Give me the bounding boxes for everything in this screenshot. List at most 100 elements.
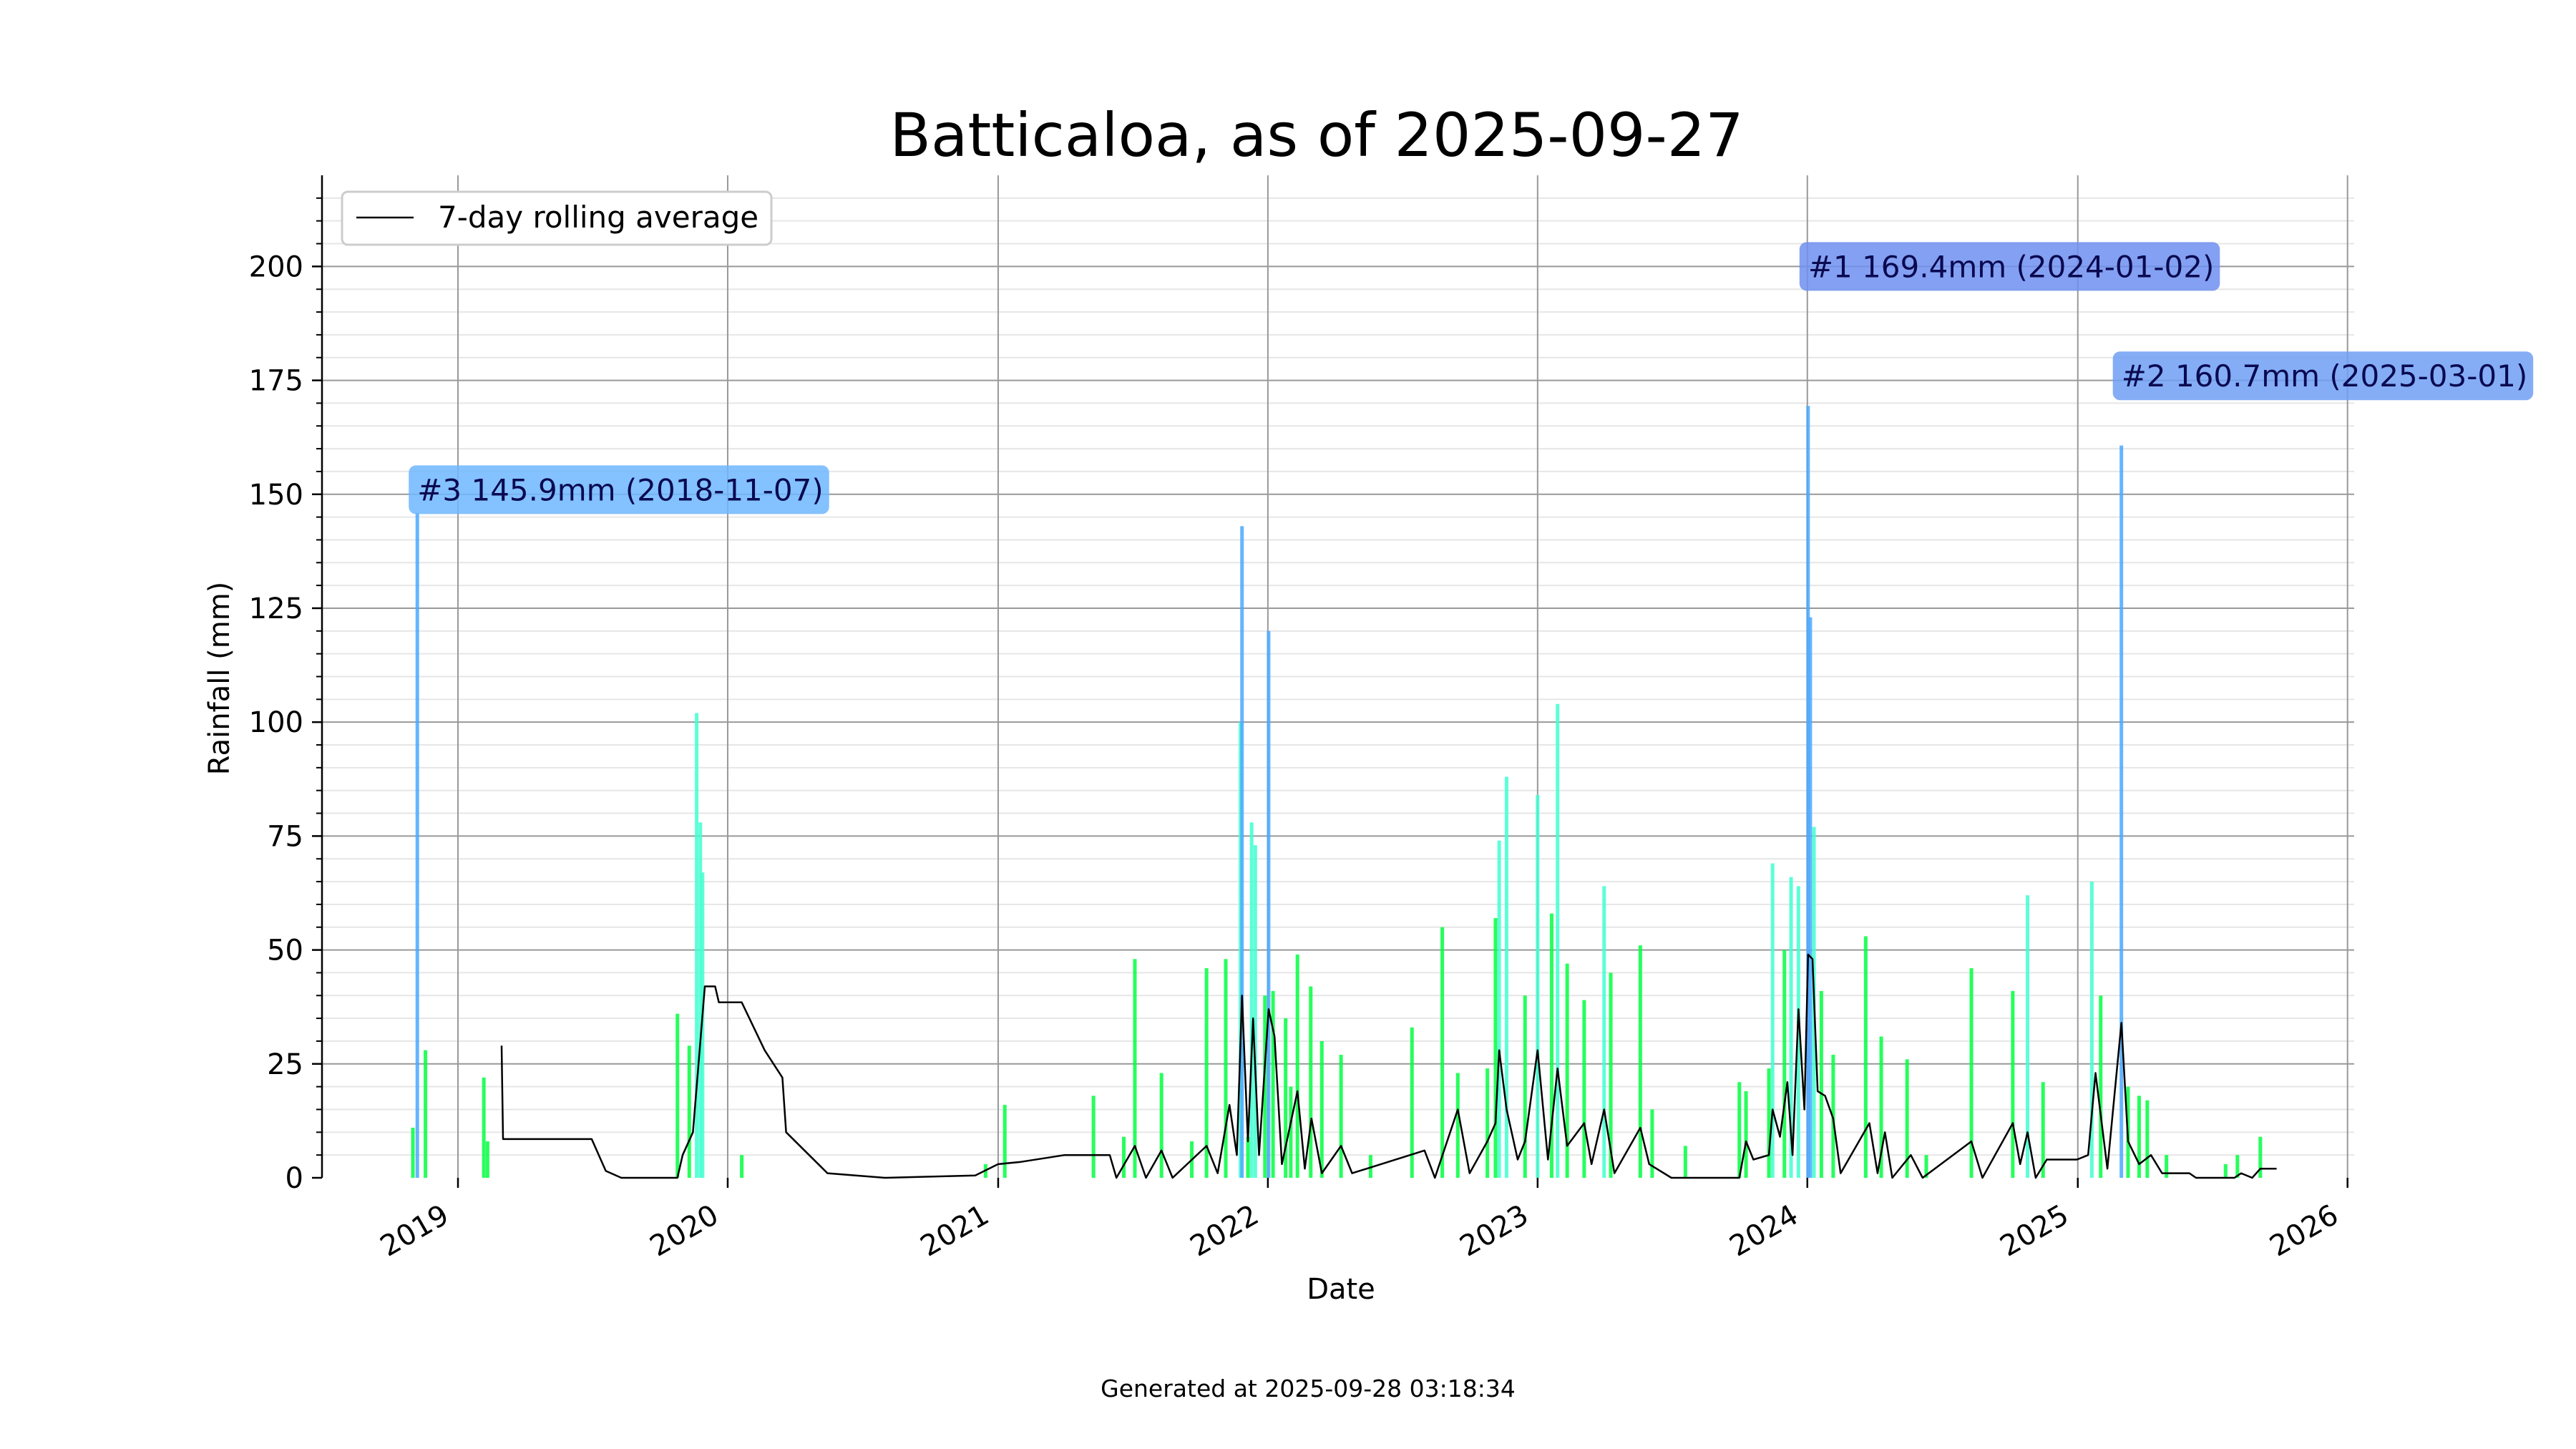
annotation-box: [409, 465, 829, 514]
rainfall-bar: [1002, 1105, 1007, 1178]
annotations: #1 169.4mm (2024-01-02) #2 160.7mm (2025-…: [409, 242, 2534, 514]
rainfall-bar: [1549, 913, 1553, 1178]
rainfall-bar: [1289, 1086, 1293, 1178]
rainfall-bar: [1309, 986, 1313, 1178]
rainfall-bar: [2145, 1100, 2150, 1178]
grid: [322, 175, 2354, 1178]
rainfall-bar: [2258, 1136, 2263, 1178]
rainfall-bar: [2089, 882, 2094, 1178]
rainfall-bar: [2235, 1155, 2240, 1178]
rainfall-bar: [1267, 630, 1271, 1178]
rainfall-bar: [1556, 703, 1560, 1178]
rainfall-bar: [740, 1155, 744, 1178]
rainfall-bar: [1767, 1068, 1771, 1178]
rainfall-bar: [1204, 968, 1209, 1178]
rainfall-bar: [1806, 406, 1810, 1178]
legend-entry: 7-day rolling average: [438, 200, 758, 235]
rainfall-bar: [1582, 1000, 1586, 1178]
rainfall-bar: [1808, 617, 1813, 1178]
rainfall-bar: [1905, 1059, 1909, 1178]
rainfall-bar: [2099, 995, 2103, 1178]
rainfall-bar: [1789, 877, 1793, 1178]
rainfall-bar: [2041, 1082, 2045, 1178]
rainfall-bar: [1565, 963, 1569, 1178]
rainfall-bar: [1246, 1136, 1250, 1178]
rainfall-bar: [485, 1141, 489, 1178]
rainfall-bar: [1284, 1018, 1288, 1178]
y-tick-label: 100: [249, 706, 303, 739]
rainfall-bar: [1683, 1146, 1687, 1178]
rainfall-bar: [1638, 945, 1642, 1178]
rainfall-bar: [1819, 990, 1823, 1178]
rainfall-bar: [1159, 1073, 1163, 1178]
rainfall-bar: [1493, 918, 1498, 1178]
rainfall-bar: [1253, 845, 1257, 1178]
rainfall-bar: [1339, 1055, 1343, 1178]
rainfall-bar: [1924, 1155, 1928, 1178]
rainfall-bar: [698, 822, 703, 1178]
rainfall-bar: [687, 1045, 691, 1178]
rainfall-bar: [1249, 822, 1254, 1178]
rainfall-bar: [1602, 886, 1606, 1178]
rainfall-bar: [2011, 990, 2015, 1178]
footer-timestamp: Generated at 2025-09-28 03:18:34: [1101, 1375, 1516, 1402]
y-tick-label: 50: [267, 935, 303, 967]
rainfall-bar: [695, 713, 699, 1178]
rainfall-bar: [1969, 968, 1974, 1178]
rainfall-bar: [1091, 1096, 1096, 1178]
rainfall-bar: [1455, 1073, 1460, 1178]
y-tick-label: 0: [286, 1162, 303, 1195]
rainfall-bar: [1263, 995, 1267, 1178]
rainfall-bar: [415, 512, 419, 1178]
rainfall-bar: [1440, 927, 1445, 1178]
rainfall-bar: [1504, 776, 1508, 1178]
rainfall-bar: [675, 1013, 680, 1178]
annotation-label: #2 160.7mm (2025-03-01): [2122, 358, 2528, 394]
daily-bars: [411, 406, 2263, 1178]
rainfall-bar: [2119, 445, 2124, 1178]
rainfall-bar: [1879, 1036, 1883, 1178]
rainfall-bar: [1863, 936, 1868, 1178]
chart-title: Batticaloa, as of 2025-09-27: [889, 100, 1743, 170]
legend: 7-day rolling average: [341, 190, 773, 246]
annotation-box: [1799, 242, 2220, 291]
y-axis-label: Rainfall (mm): [203, 582, 236, 776]
x-axis-label: Date: [1307, 1273, 1375, 1306]
rainfall-bar: [1368, 1155, 1372, 1178]
annotation-label: #3 145.9mm (2018-11-07): [417, 472, 824, 507]
rainfall-bar: [2165, 1155, 2169, 1178]
rolling-average-line: [500, 953, 2277, 1179]
rainfall-bar: [1319, 1040, 1324, 1178]
rolling-average-path: [500, 953, 2277, 1179]
rainfall-bar: [1410, 1027, 1414, 1178]
y-tick-label: 175: [249, 365, 303, 398]
rainfall-bar: [1133, 959, 1137, 1178]
annotation-box: [2112, 351, 2534, 401]
rainfall-bar: [1122, 1136, 1126, 1178]
annotation-label: #1 169.4mm (2024-01-02): [1808, 249, 2215, 284]
y-tick-label: 200: [249, 250, 303, 283]
legend-box: [341, 190, 773, 246]
y-tick-label: 150: [249, 479, 303, 512]
rainfall-bar: [2137, 1096, 2141, 1178]
rainfall-bar: [1485, 1068, 1490, 1178]
rainfall-bar: [424, 1050, 428, 1178]
rainfall-bar: [1240, 526, 1244, 1178]
rainfall-bar: [1782, 950, 1787, 1178]
rainfall-bar: [1737, 1082, 1742, 1178]
rainfall-bar: [1650, 1109, 1654, 1178]
rainfall-bar: [1523, 995, 1527, 1178]
y-tick-label: 25: [267, 1048, 303, 1081]
y-tick-label: 125: [249, 592, 303, 625]
rainfall-bar: [482, 1077, 486, 1178]
rainfall-bar: [1770, 863, 1775, 1178]
rainfall-bar: [2223, 1163, 2228, 1178]
rainfall-bar: [1497, 840, 1501, 1178]
rainfall-bar: [1295, 954, 1299, 1178]
rainfall-bar: [1224, 959, 1228, 1178]
rainfall-bar: [411, 1127, 415, 1178]
rainfall-bar: [1271, 990, 1275, 1178]
rainfall-bar: [1536, 795, 1540, 1178]
rainfall-bar: [1744, 1091, 1748, 1178]
